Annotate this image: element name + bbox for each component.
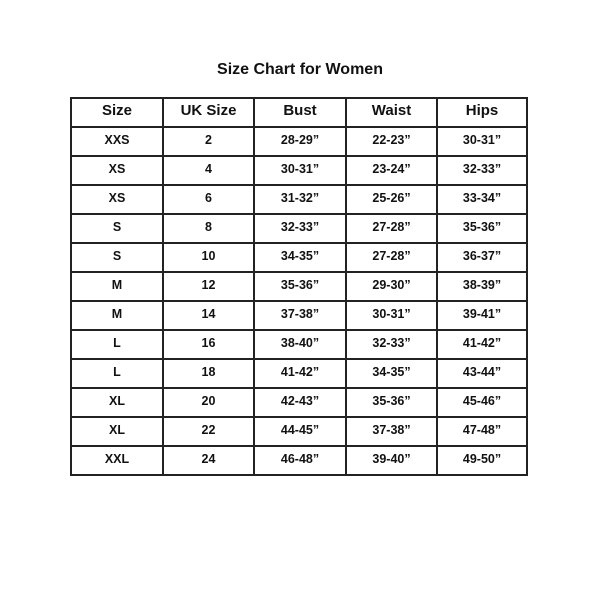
cell-waist: 35-36”: [345, 387, 438, 418]
cell-waist: 27-28”: [345, 213, 438, 244]
column-header-uk-size: UK Size: [162, 97, 255, 128]
table-row: S 8 32-33” 27-28” 35-36”: [70, 213, 528, 244]
cell-hips: 41-42”: [436, 329, 528, 360]
cell-size: L: [70, 329, 164, 360]
column-header-size: Size: [70, 97, 164, 128]
cell-bust: 42-43”: [253, 387, 347, 418]
cell-hips: 32-33”: [436, 155, 528, 186]
cell-uk-size: 20: [162, 387, 255, 418]
cell-waist: 32-33”: [345, 329, 438, 360]
cell-bust: 28-29”: [253, 126, 347, 157]
cell-size: M: [70, 300, 164, 331]
cell-bust: 35-36”: [253, 271, 347, 302]
cell-bust: 31-32”: [253, 184, 347, 215]
cell-waist: 34-35”: [345, 358, 438, 389]
cell-waist: 25-26”: [345, 184, 438, 215]
cell-hips: 35-36”: [436, 213, 528, 244]
cell-uk-size: 8: [162, 213, 255, 244]
cell-waist: 30-31”: [345, 300, 438, 331]
table-row: M 12 35-36” 29-30” 38-39”: [70, 271, 528, 302]
cell-size: L: [70, 358, 164, 389]
column-header-waist: Waist: [345, 97, 438, 128]
cell-uk-size: 2: [162, 126, 255, 157]
cell-waist: 22-23”: [345, 126, 438, 157]
cell-bust: 46-48”: [253, 445, 347, 476]
table-row: XS 6 31-32” 25-26” 33-34”: [70, 184, 528, 215]
cell-uk-size: 24: [162, 445, 255, 476]
table-row: XXL 24 46-48” 39-40” 49-50”: [70, 445, 528, 476]
cell-uk-size: 22: [162, 416, 255, 447]
table-row: XL 22 44-45” 37-38” 47-48”: [70, 416, 528, 447]
cell-hips: 47-48”: [436, 416, 528, 447]
cell-bust: 30-31”: [253, 155, 347, 186]
table-row: L 18 41-42” 34-35” 43-44”: [70, 358, 528, 389]
cell-size: XL: [70, 416, 164, 447]
cell-uk-size: 14: [162, 300, 255, 331]
cell-bust: 44-45”: [253, 416, 347, 447]
table-row: L 16 38-40” 32-33” 41-42”: [70, 329, 528, 360]
cell-hips: 30-31”: [436, 126, 528, 157]
cell-uk-size: 4: [162, 155, 255, 186]
cell-hips: 43-44”: [436, 358, 528, 389]
cell-bust: 38-40”: [253, 329, 347, 360]
cell-uk-size: 18: [162, 358, 255, 389]
cell-waist: 39-40”: [345, 445, 438, 476]
cell-waist: 37-38”: [345, 416, 438, 447]
cell-hips: 39-41”: [436, 300, 528, 331]
cell-size: M: [70, 271, 164, 302]
cell-hips: 49-50”: [436, 445, 528, 476]
table-row: M 14 37-38” 30-31” 39-41”: [70, 300, 528, 331]
cell-waist: 27-28”: [345, 242, 438, 273]
cell-waist: 29-30”: [345, 271, 438, 302]
cell-bust: 34-35”: [253, 242, 347, 273]
cell-uk-size: 12: [162, 271, 255, 302]
cell-size: XXS: [70, 126, 164, 157]
cell-size: XS: [70, 155, 164, 186]
table-row: XXS 2 28-29” 22-23” 30-31”: [70, 126, 528, 157]
cell-bust: 41-42”: [253, 358, 347, 389]
cell-uk-size: 6: [162, 184, 255, 215]
cell-size: XL: [70, 387, 164, 418]
cell-uk-size: 16: [162, 329, 255, 360]
page-title: Size Chart for Women: [217, 61, 383, 78]
table-row: XL 20 42-43” 35-36” 45-46”: [70, 387, 528, 418]
cell-uk-size: 10: [162, 242, 255, 273]
table-row: S 10 34-35” 27-28” 36-37”: [70, 242, 528, 273]
cell-bust: 32-33”: [253, 213, 347, 244]
size-chart-table: Size UK Size Bust Waist Hips XXS 2 28-29” 22-23…: [70, 97, 528, 476]
cell-size: S: [70, 213, 164, 244]
cell-hips: 36-37”: [436, 242, 528, 273]
cell-hips: 33-34”: [436, 184, 528, 215]
cell-size: S: [70, 242, 164, 273]
table-body: XXS 2 28-29” 22-23” 30-31” XS 4 30-31” 23-24” 32-…: [70, 126, 528, 476]
table-header-row: Size UK Size Bust Waist Hips: [70, 97, 528, 128]
cell-hips: 45-46”: [436, 387, 528, 418]
cell-waist: 23-24”: [345, 155, 438, 186]
table-row: XS 4 30-31” 23-24” 32-33”: [70, 155, 528, 186]
cell-size: XXL: [70, 445, 164, 476]
column-header-hips: Hips: [436, 97, 528, 128]
cell-hips: 38-39”: [436, 271, 528, 302]
cell-size: XS: [70, 184, 164, 215]
cell-bust: 37-38”: [253, 300, 347, 331]
column-header-bust: Bust: [253, 97, 347, 128]
